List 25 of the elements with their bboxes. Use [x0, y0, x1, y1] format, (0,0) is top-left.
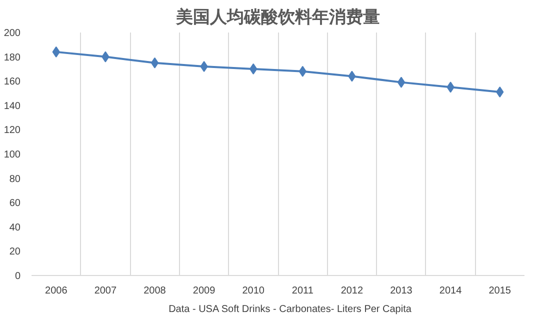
x-tick-label: 2014 — [439, 286, 462, 296]
x-tick-label: 2013 — [390, 286, 413, 296]
x-tick-label: 2008 — [144, 286, 166, 296]
y-tick-label: 120 — [4, 125, 21, 136]
y-tick-label: 200 — [4, 28, 21, 39]
x-tick-label: 2007 — [94, 286, 118, 296]
x-tick-label: 2010 — [242, 286, 265, 296]
y-tick-label: 180 — [4, 52, 21, 64]
y-tick-label: 20 — [9, 246, 21, 258]
x-tick-label: 2011 — [292, 286, 314, 296]
y-tick-label: 60 — [9, 198, 21, 210]
y-tick-label: 160 — [4, 76, 21, 88]
y-tick-label: 140 — [4, 100, 21, 112]
x-tick-label: 2015 — [488, 286, 512, 296]
x-tick-label: 2012 — [340, 286, 364, 296]
y-tick-label: 0 — [14, 271, 21, 282]
y-tick-label: 40 — [9, 222, 21, 234]
x-tick-label: 2009 — [192, 286, 216, 296]
y-tick-label: 100 — [4, 150, 21, 160]
point — [150, 57, 159, 68]
x-tick-label: 2006 — [45, 286, 68, 296]
chart-title: 美国人均碳酸饮料年消费量 — [175, 8, 380, 28]
point — [397, 76, 406, 88]
text: Data - USA Soft Drinks - Carbonates- Liters Per Capita — [168, 304, 412, 314]
y-tick-label: 80 — [9, 174, 21, 185]
